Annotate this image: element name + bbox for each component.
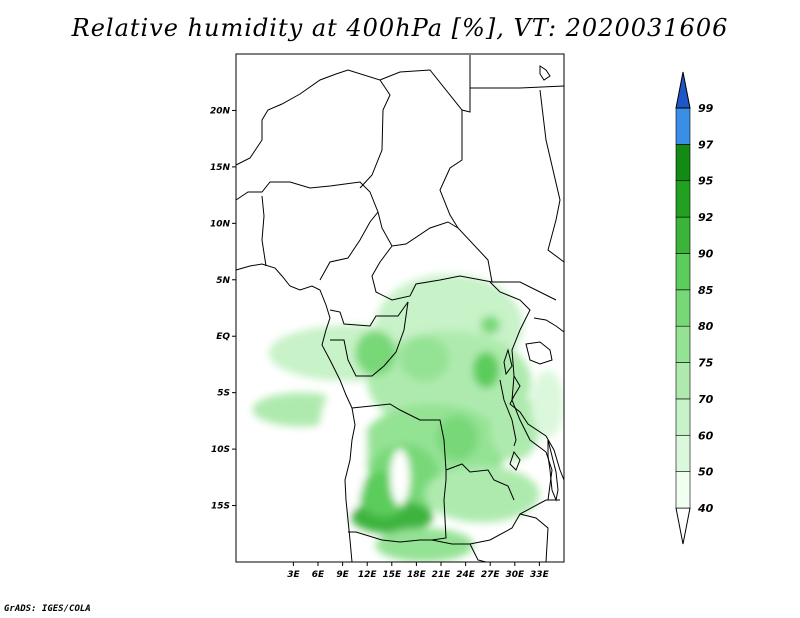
humidity-blob [375, 528, 474, 562]
colorbar-segment [675, 398, 691, 436]
lat-tick-label: 20N [210, 106, 231, 116]
colorbar-segment [675, 180, 691, 218]
colorbar-label: 80 [698, 320, 714, 333]
border-line [470, 85, 565, 89]
colorbar-segment [675, 216, 691, 254]
humidity-blob [354, 330, 396, 376]
lon-tick-label: 18E [407, 570, 427, 580]
grads-credit: GrADS: IGES/COLA [4, 604, 91, 614]
colorbar-top-arrow [675, 71, 691, 109]
humidity-blob [400, 336, 450, 382]
latitude-axis: 20N 15N 10N 5N EQ 5S 10S 15S [210, 106, 236, 512]
border-line [539, 65, 551, 81]
lon-tick-label: 9E [336, 570, 349, 580]
colorbar: 40 50 60 70 75 80 85 90 92 95 97 99 [675, 71, 714, 545]
lat-tick-label: 15S [211, 502, 230, 512]
lat-tick-label: 10N [210, 219, 231, 229]
border-line [509, 375, 565, 481]
lake-outline [525, 341, 553, 365]
colorbar-label: 75 [698, 357, 714, 370]
colorbar-label: 95 [698, 175, 714, 188]
lon-tick-label: 21E [432, 570, 452, 580]
colorbar-segment [675, 434, 691, 472]
border-line [371, 245, 557, 301]
border-line [235, 69, 391, 189]
colorbar-segment [675, 362, 691, 400]
lon-tick-label: 30E [505, 570, 525, 580]
colorbar-label: 50 [698, 466, 714, 479]
colorbar-segment [675, 107, 691, 145]
colorbar-segment [675, 289, 691, 327]
lon-tick-label: 3E [287, 570, 300, 580]
border-line [329, 301, 409, 327]
lon-tick-label: 15E [382, 570, 402, 580]
dry-area [390, 449, 410, 506]
colorbar-label: 85 [698, 284, 714, 297]
border-line [533, 317, 565, 333]
colorbar-label: 70 [698, 393, 714, 406]
humidity-blob [424, 466, 540, 523]
border-line [348, 470, 447, 543]
humidity-field [252, 274, 564, 562]
lake-outline [509, 450, 521, 471]
colorbar-label: 90 [698, 247, 714, 260]
lake-outline [503, 348, 513, 376]
humidity-blob [436, 415, 478, 461]
map-title: Relative humidity at 400hPa [%], VT: 202… [71, 14, 729, 42]
colorbar-bottom-arrow [675, 507, 691, 545]
colorbar-label: 92 [698, 211, 714, 224]
border-line [330, 301, 409, 377]
humidity-shading [252, 274, 564, 562]
humidity-blob [480, 315, 501, 334]
lon-tick-label: 6E [312, 570, 325, 580]
humidity-blob [472, 352, 500, 389]
colorbar-segment [675, 144, 691, 182]
lon-tick-label: 33E [530, 570, 550, 580]
border-line [235, 181, 379, 281]
border-line [469, 543, 487, 563]
map-frame [235, 53, 565, 563]
border-line [519, 513, 549, 563]
lat-tick-label: 10S [211, 445, 230, 455]
lat-tick-label: EQ [216, 332, 230, 342]
lon-tick-label: 27E [481, 570, 501, 580]
border-line [377, 211, 459, 247]
longitude-axis: 3E 6E 9E 12E 15E 18E 21E 24E 27E 30E 33E [287, 562, 550, 580]
country-borders [235, 55, 565, 563]
lat-tick-label: 15N [210, 163, 231, 173]
lat-tick-label: 5S [217, 389, 230, 399]
lat-tick-label: 5N [216, 276, 230, 286]
border-line [431, 499, 560, 545]
colorbar-label: 60 [698, 429, 714, 442]
border-line [379, 55, 471, 113]
border-line [539, 89, 565, 263]
humidity-blob [490, 392, 540, 461]
lake-outline [499, 379, 517, 447]
dry-area [318, 381, 368, 517]
lon-tick-label: 12E [358, 570, 378, 580]
colorbar-label: 99 [698, 102, 714, 115]
colorbar-label: 40 [697, 502, 714, 515]
border-line [261, 195, 267, 267]
colorbar-segment [675, 253, 691, 291]
colorbar-segment [675, 325, 691, 363]
border-line [439, 110, 493, 283]
lon-tick-label: 24E [456, 570, 476, 580]
lake-outline [547, 439, 559, 502]
colorbar-label: 97 [698, 138, 714, 151]
coastline [235, 263, 356, 563]
humidity-blob [531, 370, 564, 438]
colorbar-segment [675, 471, 691, 509]
